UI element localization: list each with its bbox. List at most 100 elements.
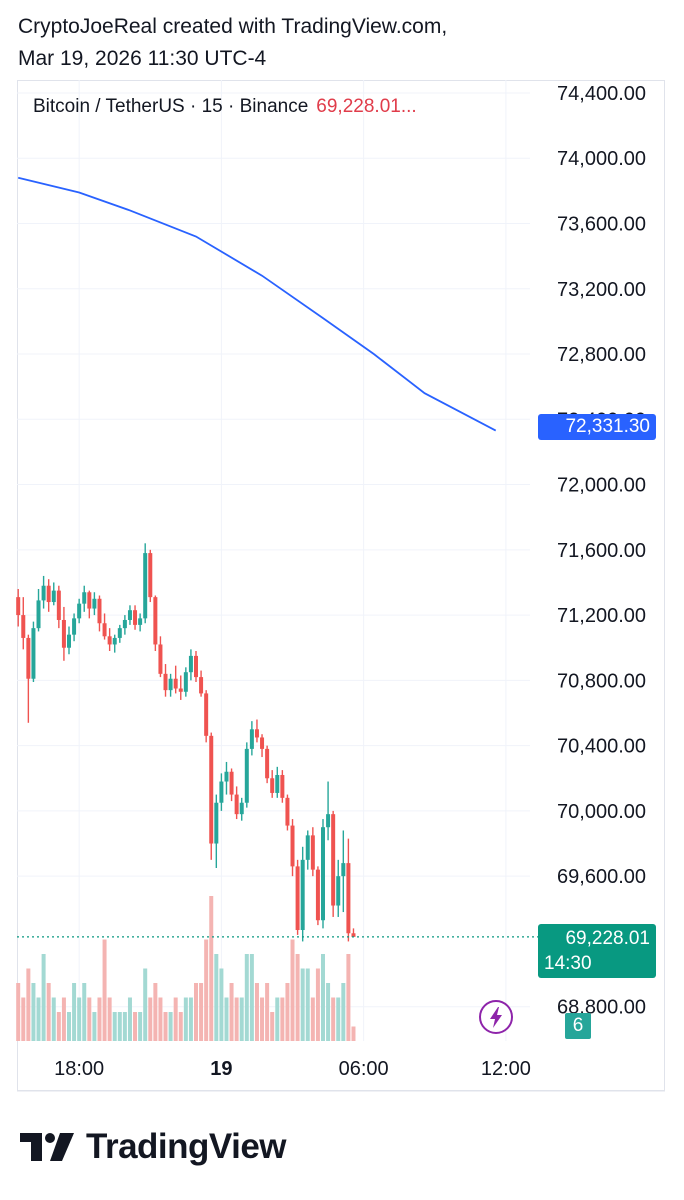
volume-bar [173, 997, 178, 1041]
volume-bar [87, 997, 92, 1041]
volume-bar [305, 968, 310, 1041]
volume-bar [31, 983, 36, 1041]
symbol-legend[interactable]: Bitcoin / TetherUS · 15 · Binance 69,228.… [33, 96, 417, 118]
candle-body [254, 729, 259, 738]
volume-bar [341, 983, 346, 1041]
volume-bar [351, 1026, 356, 1041]
candle-body [46, 585, 51, 603]
candle-body [153, 597, 158, 645]
volume-bar [331, 997, 336, 1041]
candle-body [97, 598, 102, 624]
author-line: CryptoJoeReal created with TradingView.c… [18, 15, 448, 38]
last-price-value: 69,228.01 [565, 928, 650, 949]
volume-bar [67, 1012, 71, 1041]
candle-body [346, 863, 351, 934]
volume-bar [122, 1012, 127, 1041]
candle-body [300, 859, 305, 931]
volume-bar [209, 896, 214, 1041]
candle-body [51, 590, 56, 603]
tradingview-logo[interactable]: TradingView [20, 1122, 287, 1172]
volume-bar [56, 1012, 61, 1041]
x-tick-label: 19 [210, 1058, 232, 1080]
candle-body [67, 634, 71, 648]
volume-bar [188, 997, 193, 1041]
candle-body [92, 598, 97, 609]
candle-body [214, 802, 219, 844]
volume-bar [346, 954, 351, 1041]
y-tick-label: 74,000.00 [557, 148, 646, 170]
y-tick-label: 72,800.00 [557, 344, 646, 366]
volume-bar [77, 997, 82, 1041]
volume-bar [280, 997, 285, 1041]
volume-bar [249, 954, 254, 1041]
candle-body [102, 623, 107, 637]
y-tick-label: 74,400.00 [557, 83, 646, 105]
x-tick-label: 06:00 [339, 1058, 389, 1080]
candle-body [270, 778, 275, 793]
candle-body [234, 794, 239, 815]
candle-body [224, 771, 229, 782]
candle-body [285, 797, 290, 826]
candle-body [72, 618, 77, 635]
volume-bar [133, 1012, 138, 1041]
volume-bar [163, 1012, 168, 1041]
candle-body [26, 637, 31, 679]
volume-bar [194, 983, 198, 1041]
last-price-tag: 69,228.01 14:30 [538, 924, 656, 978]
candle-body [341, 863, 346, 877]
volume-bar [46, 983, 51, 1041]
volume-bar [270, 1012, 275, 1041]
volume-bar [204, 939, 209, 1041]
ma-price-tag: 72,331.30 [538, 414, 656, 440]
volume-bar [239, 997, 244, 1041]
candle-body [82, 592, 87, 604]
candle-body [148, 553, 153, 598]
count-badge: 6 [565, 1013, 591, 1039]
volume-bar [326, 983, 331, 1041]
lightning-icon [490, 1007, 502, 1028]
candle-body [143, 553, 148, 619]
candle-body [310, 835, 315, 870]
volume-bar [26, 968, 31, 1041]
volume-bar [148, 997, 153, 1041]
candle-body [138, 618, 143, 625]
symbol-label: Bitcoin / TetherUS · 15 · Binance [33, 96, 309, 117]
candle-body [133, 610, 138, 625]
volume-bar [229, 983, 234, 1041]
candle-body [194, 655, 198, 678]
candle-body [127, 610, 132, 620]
candle-body [331, 814, 336, 906]
candle-body [315, 869, 320, 921]
moving-average-line [17, 176, 497, 432]
candle-body [16, 597, 21, 616]
volume-bar [254, 983, 259, 1041]
volume-bar [168, 1012, 173, 1041]
candle-body [290, 825, 295, 867]
y-tick-label: 70,400.00 [557, 736, 646, 758]
candle-body [168, 678, 173, 691]
volume-bar [214, 954, 219, 1041]
candle-body [249, 729, 254, 749]
volume-bar [97, 997, 102, 1041]
candle-body [112, 637, 117, 645]
volume-bar [72, 983, 77, 1041]
candle-body [204, 693, 209, 736]
candle-body [178, 688, 183, 692]
y-tick-label: 69,600.00 [557, 866, 646, 888]
tradingview-logo-text: TradingView [86, 1127, 287, 1166]
volume-bar [153, 983, 158, 1041]
candle-body [36, 600, 41, 629]
candle-body [229, 771, 234, 795]
volume-bar [41, 954, 46, 1041]
volume-bar [290, 939, 295, 1041]
volume-bar [51, 997, 56, 1041]
candle-body [260, 737, 265, 749]
candle-body [295, 866, 300, 931]
candle-body [351, 933, 356, 937]
lightning-button[interactable] [479, 1000, 513, 1034]
candle-body [219, 781, 224, 803]
candle-body [21, 615, 26, 638]
volume-bar [158, 997, 163, 1041]
candle-body [61, 619, 66, 648]
